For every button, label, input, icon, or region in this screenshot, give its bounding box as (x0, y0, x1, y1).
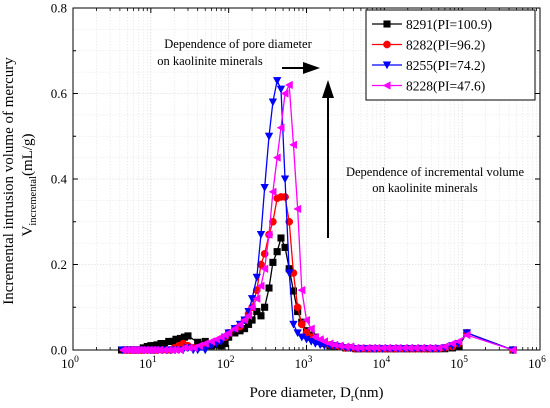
y-tick-label: 0.0 (51, 343, 67, 358)
data-point (440, 342, 449, 351)
data-point (382, 81, 391, 90)
legend-entry: 8228(PI=47.6) (372, 79, 485, 94)
data-point (264, 230, 273, 239)
annotation-incremental-volume-line1: Dependence of incremental volume (346, 165, 524, 179)
data-point (224, 328, 233, 338)
data-point (235, 320, 244, 329)
legend-entry: 8282(PI=96.2) (372, 38, 485, 53)
data-point (306, 324, 315, 333)
legend-label: 8255(PI=74.2) (406, 58, 485, 73)
x-tick-label: 101 (139, 355, 157, 371)
data-point (276, 123, 285, 132)
grid (72, 7, 540, 351)
y-tick-label: 0.6 (51, 86, 68, 101)
legend-label: 8228(PI=47.6) (406, 79, 485, 94)
data-point (434, 343, 443, 353)
axis-tick-labels: 100 101 102 103 104 105 106 0.0 0.2 0.4 0.6 0.8 (51, 1, 546, 372)
data-point (248, 316, 256, 324)
data-point (293, 329, 302, 338)
legend-label: 8282(PI=96.2) (406, 38, 485, 53)
data-point (252, 273, 262, 282)
data-point (297, 285, 306, 295)
data-point (293, 303, 302, 312)
data-point (462, 330, 471, 340)
data-point (269, 258, 277, 266)
data-point (273, 248, 281, 256)
annotation-pore-diameter-line1: Dependence of pore diameter (164, 37, 312, 51)
data-point (200, 339, 209, 348)
data-point (264, 132, 274, 141)
data-point (261, 303, 269, 311)
y-axis-label-line2: Vincremental(mL/g) (20, 134, 39, 237)
data-point (276, 85, 286, 94)
legend-entry: 8255(PI=74.2) (372, 58, 485, 73)
data-point (268, 98, 278, 107)
annotation-incremental-volume-line2: on kaolinite minerals (372, 181, 478, 195)
data-point (260, 184, 269, 192)
data-point (448, 339, 456, 348)
x-tick-label: 106 (528, 355, 546, 371)
legend-label: 8291(PI=100.9) (406, 17, 492, 32)
y-axis-label: Incremental intrusion volume of mercury (1, 57, 17, 305)
data-point (320, 337, 328, 346)
data-point (508, 345, 517, 355)
arrow-right-head (303, 62, 320, 74)
annotations: Dependence of pore diameter on kaolinite… (157, 37, 524, 238)
x-tick-label: 100 (61, 355, 79, 371)
series-line (123, 82, 514, 351)
legend-entry: 8291(PI=100.9) (372, 17, 492, 32)
data-point (277, 234, 285, 242)
data-point (201, 346, 210, 355)
data-point (297, 320, 306, 329)
data-point (272, 77, 282, 86)
data-point (247, 303, 256, 312)
legend: 8291(PI=100.9) 8282(PI=96.2) 8255(PI=74.2)… (365, 9, 536, 101)
data-point (280, 175, 290, 184)
data-point (383, 20, 391, 28)
data-point (280, 89, 289, 98)
data-point (382, 61, 392, 70)
series-1 (119, 193, 517, 354)
series-2 (118, 77, 518, 355)
data-point (265, 284, 273, 292)
y-tick-label: 0.8 (51, 1, 67, 16)
y-tick-label: 0.2 (51, 257, 67, 272)
arrow-up-head (322, 80, 334, 98)
annotation-pore-diameter-line2: on kaolinite minerals (157, 54, 263, 68)
x-tick-label: 104 (372, 355, 390, 371)
data-point (272, 153, 281, 162)
data-point (253, 307, 261, 316)
series-3 (118, 80, 517, 355)
data-point (252, 294, 261, 303)
data-point (268, 187, 277, 197)
series-line (121, 236, 514, 351)
y-tick-label: 0.4 (51, 172, 68, 187)
data-point (269, 217, 277, 226)
data-point (281, 193, 289, 201)
data-point (289, 320, 298, 329)
data-point (383, 40, 391, 49)
data-point (257, 312, 265, 320)
series-layer (117, 77, 518, 355)
data-point (302, 315, 311, 325)
data-point (195, 341, 203, 350)
data-point (260, 264, 269, 273)
data-point (285, 269, 294, 278)
data-point (244, 311, 253, 321)
x-tick-label: 102 (217, 355, 235, 371)
x-tick-label: 105 (450, 355, 468, 371)
data-point (230, 324, 239, 333)
data-point (289, 140, 298, 150)
x-axis-label: Pore diameter, Dr(nm) (249, 385, 383, 404)
data-point (256, 231, 266, 239)
data-point (454, 337, 463, 346)
data-point (184, 332, 192, 340)
data-point (256, 281, 265, 291)
data-point (240, 315, 249, 325)
data-point (284, 80, 293, 90)
data-point (244, 320, 253, 328)
data-point (293, 204, 302, 214)
x-tick-label: 103 (295, 355, 313, 371)
